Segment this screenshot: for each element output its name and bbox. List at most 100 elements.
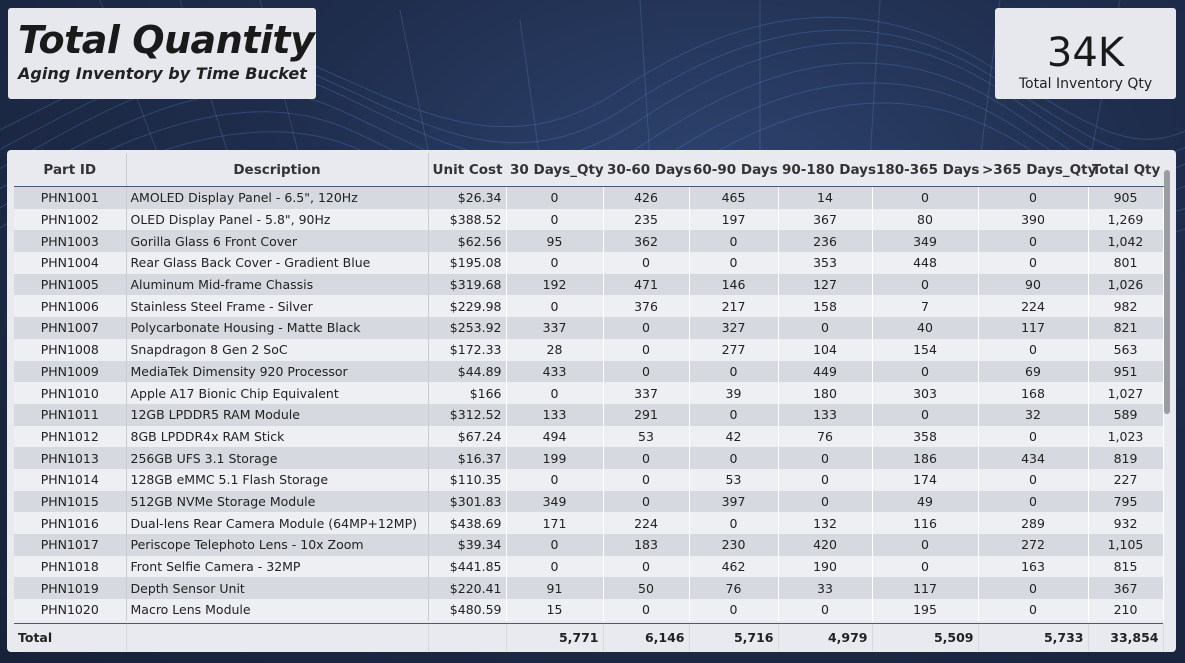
total-qty-cell: 932 — [1088, 512, 1164, 534]
table-row[interactable]: PHN1003 Gorilla Glass 6 Front Cover $62.56… — [14, 230, 1164, 253]
column-header-description[interactable]: Description — [126, 153, 429, 187]
table-row[interactable]: PHN1005 Aluminum Mid-frame Chassis $319.68… — [14, 273, 1164, 296]
table-row[interactable]: PHN1011 12GB LPDDR5 RAM Module $312.52 133 2… — [14, 403, 1164, 426]
qty-90-180-cell: 353 — [778, 252, 873, 274]
qty-60-90-cell: 465 — [689, 186, 779, 209]
qty-180-365-cell: 358 — [872, 425, 979, 448]
qty-30-60-cell: 183 — [603, 534, 690, 556]
qty-30-days-cell: 95 — [506, 230, 604, 253]
qty-90-180-cell: 133 — [778, 403, 873, 426]
qty-180-365-cell: 49 — [872, 490, 979, 513]
table-row[interactable]: PHN1010 Apple A17 Bionic Chip Equivalent $… — [14, 382, 1164, 404]
qty-over-365-cell: 0 — [978, 599, 1089, 621]
qty-30-60-cell: 235 — [603, 208, 690, 231]
qty-60-90-cell: 53 — [689, 468, 779, 491]
column-header-30-days-qty[interactable]: 30 Days_Qty — [506, 153, 604, 187]
table-row[interactable]: PHN1012 8GB LPDDR4x RAM Stick $67.24 494 53 4… — [14, 425, 1164, 448]
qty-180-365-cell: 0 — [872, 186, 979, 209]
qty-over-365-cell: 0 — [978, 252, 1089, 274]
description-cell: Depth Sensor Unit — [126, 577, 429, 600]
total-cell: 5,716 — [689, 624, 779, 651]
table-row[interactable]: PHN1002 OLED Display Panel - 5.8", 90Hz $3… — [14, 208, 1164, 231]
unit-cost-cell: $172.33 — [428, 338, 507, 361]
vertical-scrollbar[interactable] — [1164, 170, 1170, 414]
kpi-card-total-inventory[interactable]: 34K Total Inventory Qty — [995, 8, 1176, 99]
unit-cost-cell: $16.37 — [428, 447, 507, 469]
column-header-total-qty[interactable]: Total Qty — [1088, 153, 1163, 187]
table-row[interactable]: PHN1014 128GB eMMC 5.1 Flash Storage $110.… — [14, 468, 1164, 491]
qty-30-60-cell: 426 — [603, 186, 690, 209]
inventory-table-visual[interactable]: Part ID Description Unit Cost 30 Days_Qt… — [7, 150, 1176, 652]
unit-cost-cell: $26.34 — [428, 186, 507, 209]
qty-90-180-cell: 190 — [778, 555, 873, 578]
total-qty-cell: 589 — [1088, 403, 1164, 426]
total-qty-cell: 1,027 — [1088, 382, 1164, 404]
column-header-over-365-days-qty[interactable]: >365 Days_Qty — [978, 153, 1096, 187]
qty-90-180-cell: 132 — [778, 512, 873, 534]
total-qty-cell: 801 — [1088, 252, 1164, 274]
column-header-60-90-days[interactable]: 60-90 Days — [689, 153, 778, 187]
table-row[interactable]: PHN1017 Periscope Telephoto Lens - 10x Zo… — [14, 534, 1164, 556]
qty-60-90-cell: 217 — [689, 295, 779, 318]
column-header-90-180-days[interactable]: 90-180 Days — [778, 153, 876, 187]
table-row[interactable]: PHN1007 Polycarbonate Housing - Matte Bla… — [14, 317, 1164, 339]
qty-over-365-cell: 0 — [978, 490, 1089, 513]
table-row[interactable]: PHN1016 Dual-lens Rear Camera Module (64M… — [14, 512, 1164, 534]
description-cell: Aluminum Mid-frame Chassis — [126, 273, 429, 296]
part-id-cell: PHN1017 — [14, 534, 127, 556]
qty-60-90-cell: 0 — [689, 230, 779, 253]
qty-60-90-cell: 230 — [689, 534, 779, 556]
table-row[interactable]: PHN1013 256GB UFS 3.1 Storage $16.37 199 0 0 0… — [14, 447, 1164, 469]
qty-180-365-cell: 0 — [872, 555, 979, 578]
qty-30-60-cell: 0 — [603, 447, 690, 469]
column-header-180-365-days[interactable]: 180-365 Days — [872, 153, 979, 187]
unit-cost-cell: $44.89 — [428, 360, 507, 383]
part-id-cell: PHN1007 — [14, 317, 127, 339]
total-qty-cell: 951 — [1088, 360, 1164, 383]
description-cell: MediaTek Dimensity 920 Processor — [126, 360, 429, 383]
part-id-cell: PHN1010 — [14, 382, 127, 404]
qty-30-60-cell: 0 — [603, 360, 690, 383]
table-row[interactable]: PHN1020 Macro Lens Module $480.59 15 0 0 0 195 0… — [14, 599, 1164, 621]
qty-30-60-cell: 0 — [603, 317, 690, 339]
description-cell: 12GB LPDDR5 RAM Module — [126, 403, 429, 426]
part-id-cell: PHN1019 — [14, 577, 127, 600]
description-cell: Front Selfie Camera - 32MP — [126, 555, 429, 578]
qty-60-90-cell: 462 — [689, 555, 779, 578]
qty-over-365-cell: 0 — [978, 468, 1089, 491]
table-row[interactable]: PHN1004 Rear Glass Back Cover - Gradient … — [14, 252, 1164, 274]
total-qty-cell: 227 — [1088, 468, 1164, 491]
qty-over-365-cell: 0 — [978, 186, 1089, 209]
total-cell: 33,854 — [1088, 624, 1164, 651]
qty-60-90-cell: 197 — [689, 208, 779, 231]
description-cell: Apple A17 Bionic Chip Equivalent — [126, 382, 429, 404]
table-row[interactable]: PHN1009 MediaTek Dimensity 920 Processor $… — [14, 360, 1164, 383]
part-id-cell: PHN1006 — [14, 295, 127, 318]
column-header-30-60-days[interactable]: 30-60 Days — [603, 153, 692, 187]
qty-90-180-cell: 180 — [778, 382, 873, 404]
table-row[interactable]: PHN1015 512GB NVMe Storage Module $301.83 3… — [14, 490, 1164, 513]
table-row[interactable]: PHN1001 AMOLED Display Panel - 6.5", 120H… — [14, 186, 1164, 209]
description-cell: Periscope Telephoto Lens - 10x Zoom — [126, 534, 429, 556]
unit-cost-cell: $312.52 — [428, 403, 507, 426]
qty-30-60-cell: 53 — [603, 425, 690, 448]
part-id-cell: PHN1002 — [14, 208, 127, 231]
qty-60-90-cell: 327 — [689, 317, 779, 339]
total-cell: 5,509 — [872, 624, 979, 651]
qty-30-days-cell: 337 — [506, 317, 604, 339]
table-row[interactable]: PHN1006 Stainless Steel Frame - Silver $22… — [14, 295, 1164, 318]
total-cell — [428, 624, 507, 651]
column-header-unit-cost[interactable]: Unit Cost — [428, 153, 506, 187]
description-cell: Rear Glass Back Cover - Gradient Blue — [126, 252, 429, 274]
column-header-part-id[interactable]: Part ID — [14, 153, 127, 187]
qty-90-180-cell: 104 — [778, 338, 873, 361]
table-row[interactable]: PHN1018 Front Selfie Camera - 32MP $441.85… — [14, 555, 1164, 578]
qty-180-365-cell: 186 — [872, 447, 979, 469]
table-row[interactable]: PHN1008 Snapdragon 8 Gen 2 SoC $172.33 28 0 2… — [14, 338, 1164, 361]
description-cell: 256GB UFS 3.1 Storage — [126, 447, 429, 469]
part-id-cell: PHN1015 — [14, 490, 127, 513]
table-row[interactable]: PHN1019 Depth Sensor Unit $220.41 91 50 76 33 1… — [14, 577, 1164, 600]
part-id-cell: PHN1012 — [14, 425, 127, 448]
qty-over-365-cell: 163 — [978, 555, 1089, 578]
unit-cost-cell: $110.35 — [428, 468, 507, 491]
